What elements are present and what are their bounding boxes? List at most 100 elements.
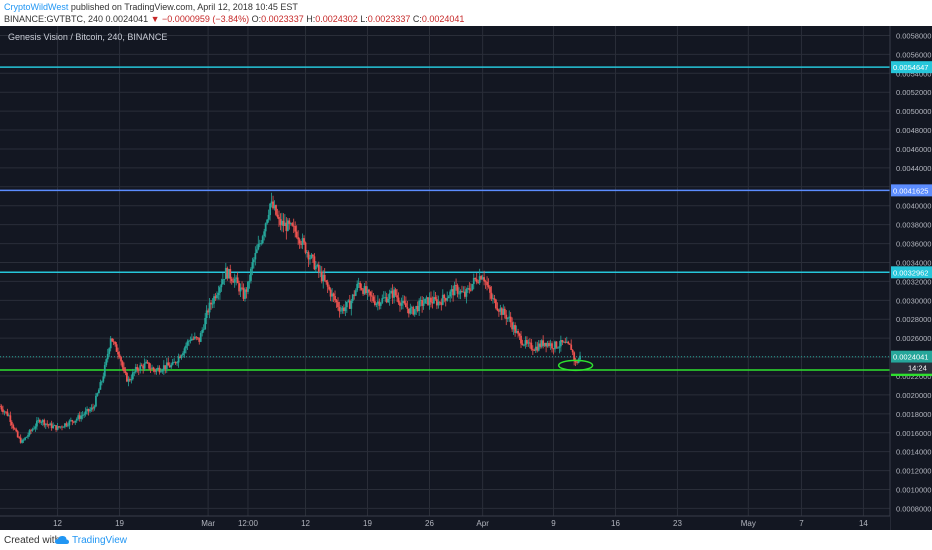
candle-body [520,335,522,344]
candle-body [168,365,171,368]
candle-body [87,408,90,412]
candle-body [90,407,93,410]
candle-body [410,307,413,309]
candle-body [244,289,246,299]
candle-body [378,301,381,306]
candle-body [278,216,280,220]
candle-body [146,361,149,363]
candle-body [464,291,466,297]
candle-body [252,259,255,263]
author-link[interactable]: CryptoWildWest [4,2,69,12]
time-scale-panel[interactable] [0,516,890,530]
candle-body [502,308,505,315]
candle-body [570,344,573,350]
candle-body [100,381,103,383]
candle-body [331,293,333,297]
candle-body [313,256,316,270]
candle-body [552,348,555,350]
candle-body [111,338,114,342]
candle-body [505,314,508,319]
candle-body [291,223,294,226]
candle-body [497,310,500,312]
candle-body [458,293,460,295]
candle-body [446,298,449,301]
candle-body [121,361,124,368]
candle-body [471,283,474,290]
candle-body [517,331,519,334]
candle-body [112,341,115,343]
x-tick-label: May [741,519,756,528]
candle-body [37,419,40,421]
candle-body [46,423,49,425]
y-tick-label: 0.0028000 [896,315,931,324]
candle-body [61,426,63,428]
tradingview-cloud-icon [55,535,69,544]
candle-body [558,346,561,348]
annotations [557,359,594,372]
candle-body [500,308,503,315]
candle-body [534,346,537,351]
candle-body [496,308,499,311]
price-chart[interactable]: 0.0058000 0.0056000 0.0054000 0.0052000 0.00… [0,26,932,530]
candle-body [263,231,266,237]
candle-body [227,269,230,279]
candle-body [332,293,335,297]
x-tick-label: 12 [301,519,310,528]
candle-body [307,252,310,260]
candle-body [573,352,576,361]
horizontal-levels[interactable] [0,66,890,371]
candle-body [514,325,517,333]
y-tick-label: 0.0040000 [896,202,931,211]
candle-body [34,426,37,429]
candle-body [9,415,12,422]
candle-body [96,393,99,396]
candle-body [428,297,431,305]
candle-body [421,300,424,306]
candle-body [89,409,91,412]
last-price-value: 0.0024041 [105,14,149,24]
candle-body [83,414,86,416]
publish-info: published on TradingView.com, April 12, … [70,2,298,12]
candle-body [362,289,364,294]
candle-body [576,362,578,364]
candle-body [124,371,127,374]
candle-body [396,295,398,298]
candle-body [427,297,429,305]
candle-body [472,277,475,284]
y-tick-label: 0.0014000 [896,448,931,457]
symbol-info: BINANCE:GVTBTC, 240 [4,14,104,24]
candle-body [363,286,366,294]
publish-line: CryptoWildWest published on TradingView.… [4,2,298,12]
candle-body [390,290,393,294]
candle-body [549,343,552,346]
tradingview-brand[interactable]: TradingView [72,535,128,546]
candle-body [151,367,153,369]
candle-body [416,305,419,312]
candle-body [176,362,179,364]
candle-body [480,276,483,280]
candle-body [207,310,210,313]
candle-body [177,356,180,363]
candle-body [282,220,285,226]
candle-body [294,226,297,232]
candle-body [196,337,199,339]
y-tick-label: 0.0034000 [896,258,931,267]
candle-body [109,338,112,349]
candle-body [21,440,24,443]
candle-body [503,308,506,315]
candle-body [579,355,581,360]
candle-body [149,368,152,370]
candle-body [185,345,187,349]
candle-body [511,322,514,330]
candle-body [536,346,539,351]
y-tick-label: 0.0054000 [896,69,931,78]
candle-body [568,343,571,345]
candle-body [382,297,385,299]
x-tick-label: 12 [53,519,62,528]
candle-body [55,425,57,430]
candle-body [192,338,195,340]
candle-body [142,365,145,369]
candle-body [114,341,117,345]
candle-body [512,325,515,330]
candle-body [373,301,376,305]
